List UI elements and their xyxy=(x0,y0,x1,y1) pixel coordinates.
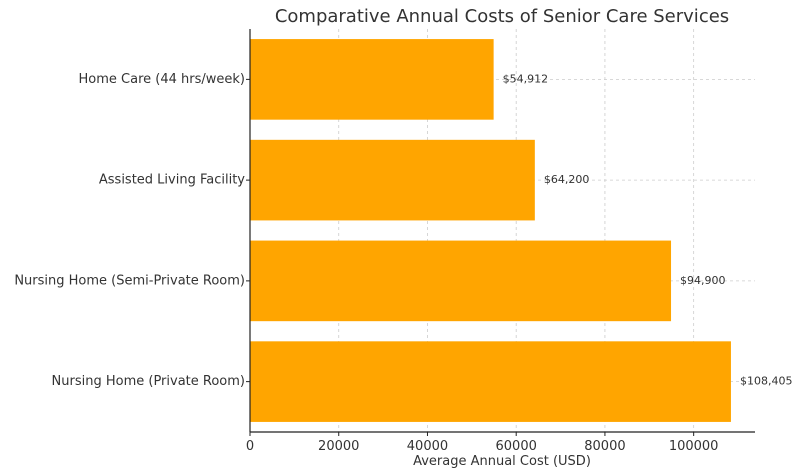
bar-0 xyxy=(250,39,494,120)
bar-3 xyxy=(250,341,731,422)
x-axis-label: Average Annual Cost (USD) xyxy=(413,454,591,469)
category-label-2: Nursing Home (Semi-Private Room) xyxy=(14,273,245,288)
chart-title: Comparative Annual Costs of Senior Care … xyxy=(275,6,729,27)
x-tick-label-0: 0 xyxy=(246,439,254,454)
x-tick-label-3: 60000 xyxy=(496,439,537,454)
x-tick-label-2: 40000 xyxy=(407,439,448,454)
bar-1 xyxy=(250,139,535,221)
category-label-3: Nursing Home (Private Room) xyxy=(52,374,245,389)
axes: Home Care (44 hrs/week) Assisted Living F… xyxy=(14,29,755,454)
x-tick-label-1: 20000 xyxy=(318,439,359,454)
x-tick-label-4: 80000 xyxy=(584,439,625,454)
x-tick-label-5: 100000 xyxy=(669,439,719,454)
bar-2 xyxy=(250,240,672,322)
data-label-1: $64,200 xyxy=(544,173,590,186)
bars: $54,912 $64,200 $94,900 $108,405 xyxy=(250,39,792,422)
category-label-0: Home Care (44 hrs/week) xyxy=(79,72,245,87)
category-label-1: Assisted Living Facility xyxy=(99,173,245,188)
data-label-3: $108,405 xyxy=(740,375,793,388)
data-label-0: $54,912 xyxy=(503,72,549,85)
data-label-2: $94,900 xyxy=(680,274,726,287)
